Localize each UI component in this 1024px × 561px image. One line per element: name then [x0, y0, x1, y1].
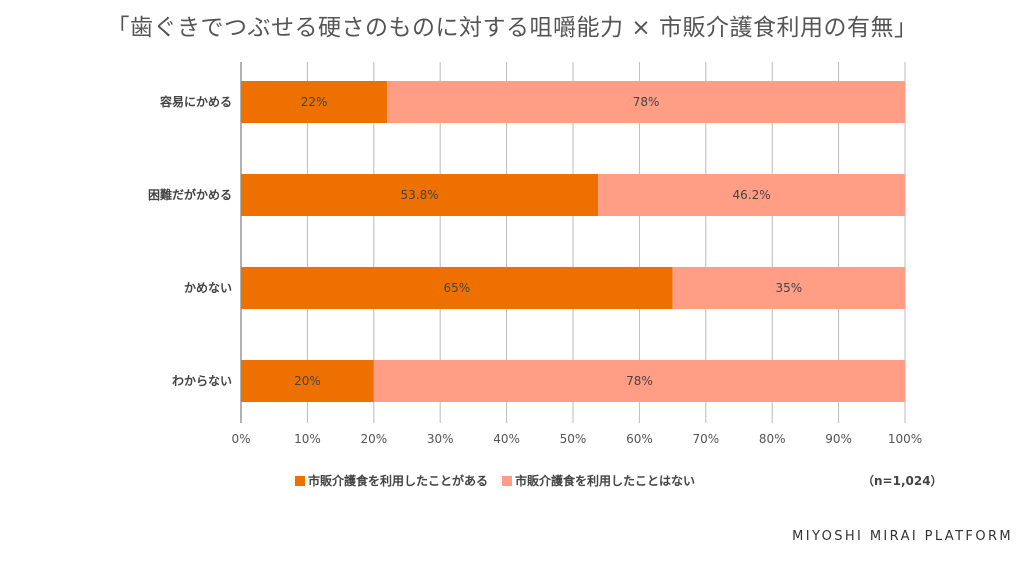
bar-segment	[241, 174, 599, 216]
x-tick-label: 0%	[231, 432, 250, 446]
sample-size-note: （n=1,024）	[862, 474, 943, 488]
data-label: 46.2%	[733, 188, 771, 202]
bar-segment	[241, 81, 388, 123]
legend: 市販介護食を利用したことがある 市販介護食を利用したことはない	[295, 472, 709, 489]
legend-label-used: 市販介護食を利用したことがある	[308, 474, 489, 488]
x-tick-label: 70%	[692, 432, 719, 446]
x-tick-label: 80%	[759, 432, 786, 446]
data-label: 65%	[443, 281, 470, 295]
legend-swatch-used	[295, 475, 305, 486]
legend-item-used: 市販介護食を利用したことがある	[295, 472, 488, 489]
label-layer: 22% 78% 53.8% 46.2% 65% 35% 20% 78%	[294, 95, 802, 388]
data-label: 22%	[301, 95, 328, 109]
bar-segment	[598, 174, 905, 216]
category-label: かめない	[184, 281, 232, 295]
category-label: 容易にかめる	[159, 94, 232, 109]
data-label: 20%	[294, 374, 321, 388]
brand-logo-text: MIYOSHI MIRAI PLATFORM	[792, 529, 1013, 544]
x-tick-label: 30%	[427, 432, 454, 446]
tick-layer: 0% 10% 20% 30% 40% 50% 60% 70% 80% 90% 100%	[231, 432, 922, 446]
x-tick-label: 50%	[560, 432, 587, 446]
legend-swatch-not-used	[502, 475, 513, 486]
legend-label-not-used: 市販介護食を利用したことはない	[515, 474, 696, 488]
x-tick-label: 10%	[294, 432, 321, 446]
category-label: わからない	[172, 374, 232, 388]
bar-segment	[241, 267, 673, 309]
legend-item-not-used: 市販介護食を利用したことはない	[502, 472, 695, 489]
category-label: 困難だがかめる	[148, 187, 232, 202]
data-label: 78%	[626, 374, 653, 388]
x-tick-label: 20%	[360, 432, 387, 446]
x-tick-label: 90%	[825, 432, 852, 446]
bar-segment	[241, 360, 374, 402]
bar-layer	[241, 81, 906, 402]
x-tick-label: 60%	[626, 432, 653, 446]
data-label: 35%	[775, 281, 802, 295]
data-label: 78%	[633, 95, 660, 109]
bar-segment	[672, 267, 905, 309]
x-tick-label: 100%	[888, 432, 922, 446]
chart-title: 「歯ぐきでつぶせる硬さのものに対する咀嚼能力 × 市販介護食利用の有無」	[106, 15, 918, 41]
x-tick-label: 40%	[493, 432, 520, 446]
data-label: 53.8%	[401, 188, 439, 202]
bar-segment	[387, 81, 906, 123]
bar-segment	[373, 360, 905, 402]
